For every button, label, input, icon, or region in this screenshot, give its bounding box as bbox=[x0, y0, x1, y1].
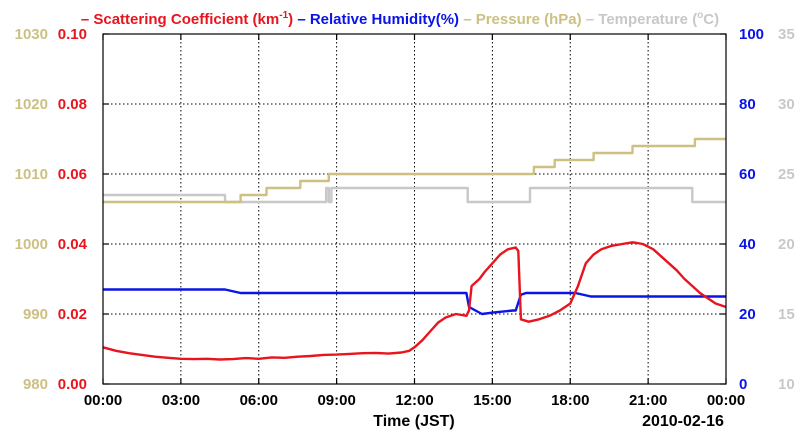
x-tick-label: 09:00 bbox=[317, 392, 355, 409]
title-superscript: o bbox=[697, 10, 703, 21]
date-label: 2010-02-16 bbox=[642, 413, 724, 430]
series-layer bbox=[102, 137, 727, 361]
grid bbox=[103, 34, 726, 384]
title-part: – Scattering Coefficient (km bbox=[81, 11, 279, 28]
pressure-tick-label: 1010 bbox=[15, 166, 48, 183]
scattering-tick-label: 0.00 bbox=[58, 376, 87, 393]
scattering-tick-label: 0.10 bbox=[58, 26, 87, 43]
scattering-tick-label: 0.08 bbox=[58, 96, 87, 113]
temperature-tick-label: 15 bbox=[778, 306, 795, 323]
pressure-tick-label: 1030 bbox=[15, 26, 48, 43]
title-part: – Pressure (hPa) bbox=[459, 11, 582, 28]
pressure-tick-label: 1020 bbox=[15, 96, 48, 113]
humidity-tick-label: 20 bbox=[739, 306, 756, 323]
humidity-tick-label: 100 bbox=[739, 26, 764, 43]
temperature-tick-label: 30 bbox=[778, 96, 795, 113]
x-tick-label: 12:00 bbox=[395, 392, 433, 409]
pressure-tick-label: 1000 bbox=[15, 236, 48, 253]
title-superscript: -1 bbox=[279, 10, 288, 21]
x-tick-label: 00:00 bbox=[84, 392, 122, 409]
temperature-tick-label: 10 bbox=[778, 376, 795, 393]
title-part: C) bbox=[703, 11, 719, 28]
x-tick-label: 00:00 bbox=[707, 392, 745, 409]
pressure-series-line bbox=[103, 137, 726, 204]
temperature-series-line bbox=[103, 186, 726, 204]
title-part: – Temperature ( bbox=[582, 11, 698, 28]
x-axis-label: Time (JST) bbox=[373, 413, 455, 430]
title-part: ) bbox=[288, 11, 293, 28]
x-tick-label: 15:00 bbox=[473, 392, 511, 409]
pressure-tick-label: 980 bbox=[23, 376, 48, 393]
ticks: 00:00 03:00 06:00 09:00 12:00 15:00 18:00 21:00… bbox=[15, 26, 795, 409]
x-tick-label: 03:00 bbox=[162, 392, 200, 409]
humidity-tick-label: 0 bbox=[739, 376, 747, 393]
humidity-tick-label: 60 bbox=[739, 166, 756, 183]
humidity-tick-label: 40 bbox=[739, 236, 756, 253]
pressure-tick-label: 990 bbox=[23, 306, 48, 323]
scattering-tick-label: 0.06 bbox=[58, 166, 87, 183]
humidity-series-line bbox=[103, 288, 726, 316]
x-tick-label: 18:00 bbox=[551, 392, 589, 409]
scattering-tick-label: 0.04 bbox=[58, 236, 88, 253]
x-tick-label: 06:00 bbox=[240, 392, 278, 409]
temperature-tick-label: 20 bbox=[778, 236, 795, 253]
temperature-tick-label: 35 bbox=[778, 26, 795, 43]
scattering-series-line bbox=[102, 241, 727, 361]
chart-title: – Scattering Coefficient (km-1) – Relati… bbox=[81, 10, 719, 28]
humidity-tick-label: 80 bbox=[739, 96, 756, 113]
title-part: – Relative Humidity(%) bbox=[293, 11, 459, 28]
scattering-tick-label: 0.02 bbox=[58, 306, 87, 323]
temperature-tick-label: 25 bbox=[778, 166, 795, 183]
x-tick-label: 21:00 bbox=[629, 392, 667, 409]
